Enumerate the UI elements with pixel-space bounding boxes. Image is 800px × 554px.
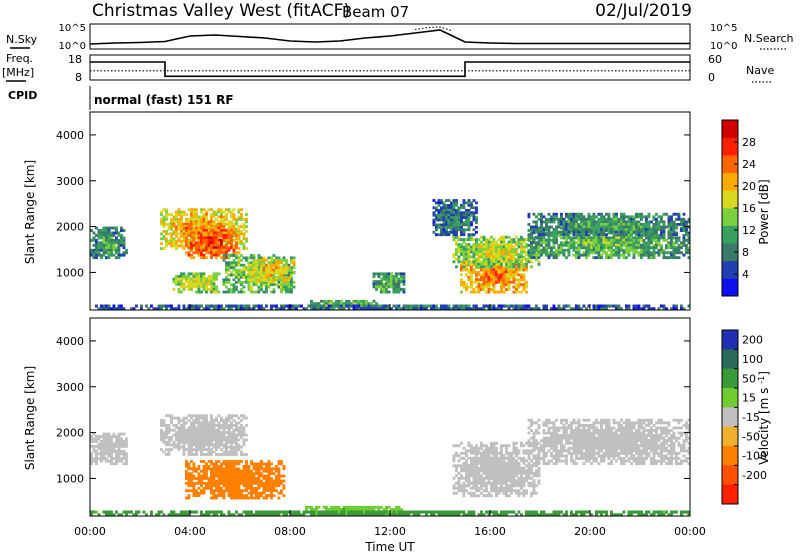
- power-colorbar-segment-9: [722, 120, 738, 138]
- noise-tick-top-right: 10^5: [710, 23, 737, 34]
- nave-tick-top: 60: [708, 53, 722, 66]
- nsky-label: N.Sky: [6, 33, 38, 46]
- power-region-10: [432, 199, 478, 237]
- nave-tick-bottom: 0: [708, 71, 715, 84]
- xtick-4: 16:00: [474, 525, 506, 538]
- freq-unit-label: [MHz]: [2, 66, 34, 79]
- power-region-9: [452, 235, 541, 269]
- velocity-colorbar-frame: [721, 329, 739, 505]
- velocity-region-1: [160, 414, 248, 456]
- station-title: Christmas Valley West (fitACF): [92, 1, 350, 21]
- velocity-region-0: [90, 432, 128, 466]
- velocity-colorbar-segment-5: [722, 426, 738, 447]
- velocity-colorbar-tick-3: 15: [742, 392, 756, 405]
- xtick-1: 04:00: [174, 525, 206, 538]
- power-colorbar-label: Power [dB]: [757, 179, 771, 244]
- noise-tick-top: 10^5: [59, 23, 86, 34]
- power-region-2: [185, 226, 241, 260]
- power-panel: 1000 2000 3000 4000 Slant Range [km] 28 24 20…: [23, 111, 771, 311]
- velocity-colorbar-segment-8: [722, 484, 738, 505]
- freq-label: Freq.: [6, 52, 33, 65]
- nsearch-label: N.Search: [744, 32, 794, 45]
- velocity-colorbar-segment-4: [722, 407, 738, 427]
- power-colorbar-tick-2: 20: [742, 180, 756, 193]
- velocity-colorbar-segment-0: [722, 330, 738, 350]
- velocity-panel: 1000 2000 3000 4000 Slant Range [km] 200 100…: [23, 304, 771, 554]
- velocity-colorbar-tick-5: -50: [742, 430, 760, 443]
- velocity-region-4: [452, 441, 541, 498]
- xtick-0: 00:00: [74, 525, 106, 538]
- power-region-12: [527, 212, 691, 237]
- power-ylabel: Slant Range [km]: [23, 160, 37, 264]
- power-region-3: [172, 272, 221, 294]
- power-colorbar-segment-3: [722, 225, 738, 244]
- freq-tick-bottom: 8: [75, 71, 82, 84]
- power-ytick-0: 1000: [56, 266, 84, 279]
- velocity-ylabel: Slant Range [km]: [23, 366, 37, 470]
- xtick-6: 00:00: [674, 525, 706, 538]
- time-axis-label: Time UT: [364, 540, 415, 554]
- power-colorbar-tick-6: 4: [742, 268, 749, 281]
- frequency-panel: Freq. [MHz] 18 8 60 0 Nave: [2, 52, 774, 84]
- power-colorbar-tick-3: 16: [742, 202, 756, 215]
- noise-series-0: [89, 29, 690, 45]
- power-ytick-1: 2000: [56, 221, 84, 234]
- cpid-value: normal (fast) 151 RF: [94, 93, 234, 107]
- noise-tick-bottom: 10^0: [59, 41, 86, 52]
- velocity-ytick-0: 1000: [56, 472, 84, 485]
- power-colorbar-segment-7: [722, 155, 738, 174]
- velocity-colorbar-label: Velocity [m s -1]: [757, 371, 772, 465]
- velocity-colorbar-segment-7: [722, 465, 738, 485]
- power-colorbar-segment-6: [722, 172, 738, 191]
- freq-tick-top: 18: [68, 53, 82, 66]
- velocity-colorbar-tick-7: -200: [742, 469, 767, 482]
- freq-series: [90, 61, 690, 78]
- power-colorbar-segment-2: [722, 243, 738, 262]
- power-colorbar-segment-1: [722, 260, 738, 279]
- velocity-ytick-2: 3000: [56, 381, 84, 394]
- velocity-region-6: [90, 510, 691, 517]
- power-colorbar-segment-0: [722, 278, 738, 297]
- velocity-ytick-3: 4000: [56, 335, 84, 348]
- velocity-colorbar-tick-0: 200: [742, 334, 763, 347]
- power-colorbar-tick-5: 8: [742, 246, 749, 259]
- power-colorbar-segment-5: [722, 190, 738, 209]
- velocity-colorbar-tick-1: 100: [742, 353, 763, 366]
- velocity-colorbar-segment-3: [722, 388, 738, 408]
- frequency-panel-frame: [89, 54, 691, 81]
- power-colorbar-tick-0: 28: [742, 136, 756, 149]
- power-colorbar-segment-8: [722, 137, 738, 156]
- velocity-colorbar-tick-4: -15: [742, 411, 760, 424]
- xtick-3: 12:00: [374, 525, 406, 538]
- velocity-colorbar-tick-2: 50: [742, 372, 756, 385]
- velocity-colorbar-tick-6: -100: [742, 450, 767, 463]
- noise-tick-bottom-right: 10^0: [710, 41, 737, 52]
- power-region-5: [252, 258, 296, 282]
- power-region-7: [372, 272, 406, 294]
- velocity-colorbar-segment-6: [722, 446, 738, 466]
- xtick-5: 20:00: [574, 525, 606, 538]
- power-colorbar-segment-4: [722, 208, 738, 226]
- power-region-0: [90, 226, 128, 260]
- velocity-region-2: [185, 460, 286, 500]
- power-colorbar-tick-4: 12: [742, 224, 756, 237]
- cpid-label: CPID: [8, 89, 37, 102]
- beam-title: Beam 07: [342, 3, 409, 21]
- power-region-13: [95, 304, 691, 311]
- noise-panel-frame: [89, 23, 691, 50]
- velocity-colorbar-label-text: Velocity [m s: [757, 388, 771, 465]
- power-colorbar-tick-1: 24: [742, 158, 756, 171]
- velocity-region-5: [527, 418, 691, 465]
- velocity-colorbar-segment-1: [722, 349, 738, 369]
- power-ytick-2: 3000: [56, 175, 84, 188]
- noise-panel: N.Sky 10^5 10^0 10^5 10^0 N.Search: [6, 23, 794, 52]
- power-ytick-3: 4000: [56, 129, 84, 142]
- noise-series-1: [414, 26, 453, 32]
- date-title: 02/Jul/2019: [595, 1, 692, 21]
- xtick-2: 08:00: [274, 525, 306, 538]
- nave-label: Nave: [746, 64, 774, 77]
- velocity-colorbar-segment-2: [722, 368, 738, 389]
- velocity-ytick-1: 2000: [56, 427, 84, 440]
